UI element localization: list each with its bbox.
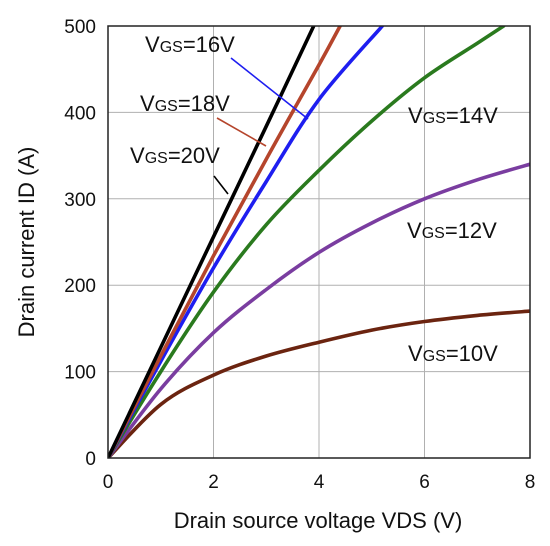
- series-line: [108, 26, 385, 458]
- leader-line: [213, 175, 229, 195]
- label-leader-lines: [213, 57, 309, 195]
- tick-labels: 0 2 4 6 8 0 100 200 300 400 500: [64, 17, 535, 493]
- series-line: [108, 26, 506, 458]
- series-line: [108, 309, 530, 458]
- x-tick-label: 8: [525, 472, 536, 493]
- y-tick-label: 400: [64, 103, 96, 124]
- series-label-suffix: =16V: [183, 32, 235, 57]
- series-label: VGS=18V: [140, 91, 230, 116]
- series-labels: VGS=20VVGS=18VVGS=16VVGS=14VVGS=12VVGS=1…: [130, 32, 498, 366]
- series-label-prefix: V: [140, 91, 155, 116]
- series-label-suffix: =14V: [446, 103, 498, 128]
- x-axis-title: Drain source voltage VDS (V): [174, 508, 463, 533]
- series-label-prefix: V: [408, 341, 423, 366]
- series-label-prefix: V: [407, 218, 422, 243]
- y-tick-label: 200: [64, 276, 96, 297]
- series-label-subscript: GS: [422, 225, 445, 242]
- series-label-suffix: =10V: [446, 341, 498, 366]
- series-label-suffix: =20V: [168, 143, 220, 168]
- x-tick-label: 6: [419, 472, 430, 493]
- series-label-prefix: V: [408, 103, 423, 128]
- series-line: [108, 26, 342, 458]
- series-label-suffix: =18V: [178, 91, 230, 116]
- plot-frame: [107, 25, 531, 459]
- y-tick-label: 100: [64, 363, 96, 384]
- series-label-subscript: GS: [160, 39, 183, 56]
- series-label-subscript: GS: [423, 110, 446, 127]
- y-axis-title: Drain current ID (A): [14, 147, 39, 338]
- series-label-subscript: GS: [145, 150, 168, 167]
- series-label-suffix: =12V: [445, 218, 497, 243]
- y-tick-label: 500: [64, 17, 96, 38]
- series-label: VGS=20V: [130, 143, 220, 168]
- y-tick-label: 0: [85, 449, 96, 470]
- leader-line: [216, 117, 267, 147]
- series-label: VGS=14V: [408, 103, 498, 128]
- x-tick-label: 4: [314, 472, 325, 493]
- leader-line: [230, 57, 309, 120]
- y-tick-label: 300: [64, 190, 96, 211]
- series-label: VGS=16V: [145, 32, 235, 57]
- x-tick-label: 0: [103, 472, 114, 493]
- series-line: [108, 162, 530, 458]
- series-label-prefix: V: [145, 32, 160, 57]
- x-tick-label: 2: [208, 472, 219, 493]
- series-label-subscript: GS: [423, 348, 446, 365]
- series-label-prefix: V: [130, 143, 145, 168]
- series-label-subscript: GS: [155, 98, 178, 115]
- series-label: VGS=10V: [408, 341, 498, 366]
- series-label: VGS=12V: [407, 218, 497, 243]
